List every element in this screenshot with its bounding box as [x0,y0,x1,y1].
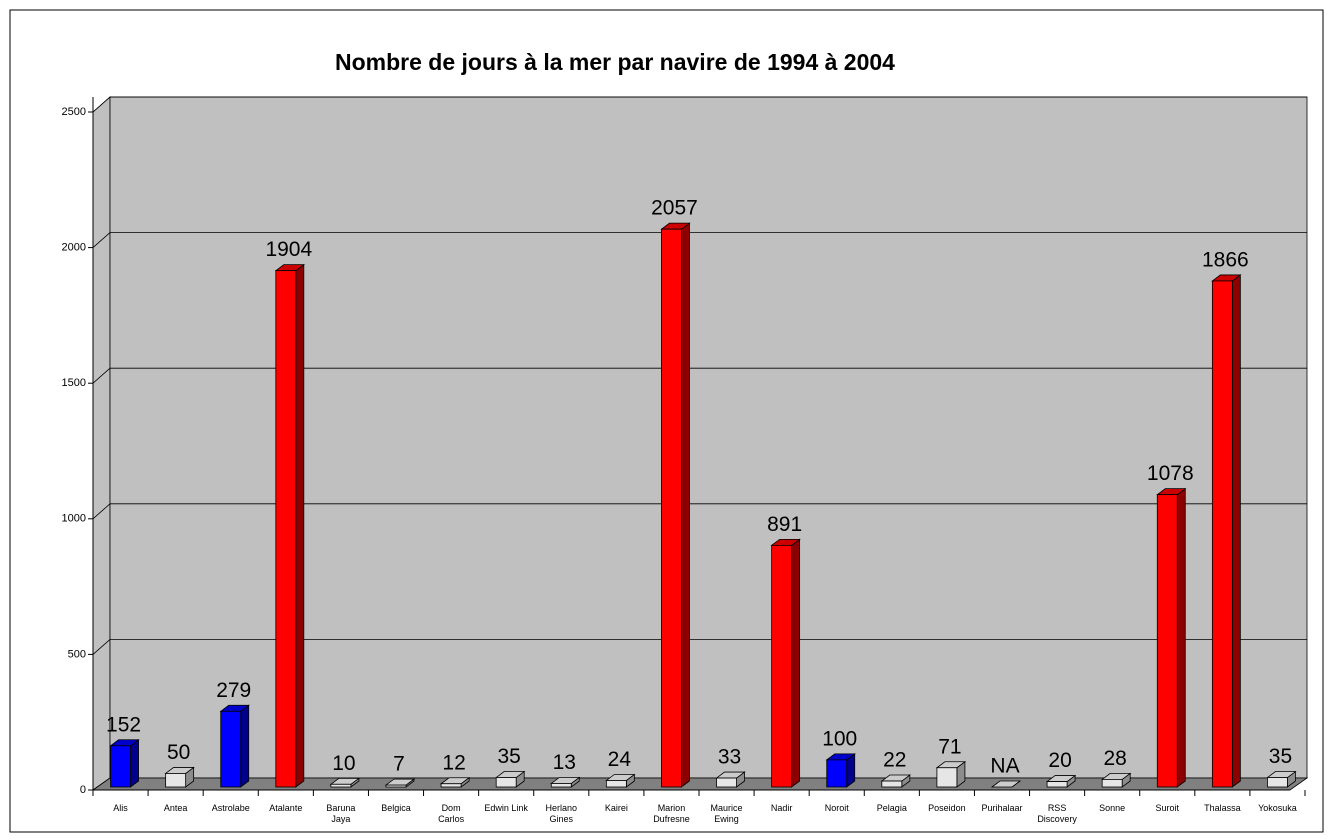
data-label: 50 [167,741,190,764]
x-tick-label: Antea [163,803,188,813]
x-tick-label: Thalassa [1204,803,1241,813]
x-tick-label: Herlano Gines [545,803,578,824]
bar [605,780,627,788]
data-label: 100 [822,727,857,750]
data-label: 35 [498,745,521,768]
bar [165,773,187,788]
x-tick-label: Dom Carlos [438,803,465,824]
bar [550,783,572,788]
grid-line [92,367,111,384]
x-tick-label: Baruna Jaya [326,803,356,824]
data-label: 891 [767,513,802,536]
bar [881,780,903,788]
chart-title: Nombre de jours à la mer par navire de 1… [335,49,895,75]
back-wall [109,96,1308,779]
y-tick-label: 2000 [62,242,86,254]
bar [936,767,958,788]
grid-line [92,232,111,248]
y-tick-label: 1500 [62,377,86,389]
bar-side [791,538,801,788]
bar [826,759,848,788]
x-tick-label: Pelagia [876,803,907,813]
data-label: 1904 [265,238,312,261]
x-tick-label: Maurice Ewing [710,803,743,824]
data-label: 22 [883,749,906,772]
y-tick-label: 2500 [62,106,86,118]
data-label: 279 [216,679,251,702]
x-tick-label: Nadir [770,803,793,813]
bar-side [681,222,690,788]
bar [275,270,297,788]
data-label: 24 [608,748,632,771]
bar [220,710,242,788]
bar [771,544,793,788]
data-label: 1078 [1147,462,1194,485]
y-tick-label: 0 [80,784,86,796]
bar-side [130,738,139,788]
bar [1156,494,1178,788]
x-tick-label: Purihalaar [981,803,1023,813]
bar [1101,779,1123,788]
side-wall [92,96,111,791]
data-label: 152 [106,713,141,736]
x-tick-label: Yokosuka [1258,803,1297,813]
x-tick-label: Marion Dufresne [653,803,690,824]
x-tick-label: Kairei [604,803,628,813]
y-tick-label: 500 [68,648,86,660]
bar [385,784,407,788]
y-tick-label: 1000 [62,513,86,525]
data-label: 33 [718,746,741,769]
bar [495,777,517,788]
data-label: 13 [553,751,576,774]
bar-top [990,780,1022,788]
bar-side [1176,487,1186,788]
bar-side [1231,274,1241,788]
bar [1046,781,1068,788]
x-tick-label: Alis [113,803,128,813]
data-label: 12 [442,751,465,774]
x-tick-label: Poseidon [928,803,966,813]
data-label: 20 [1048,749,1071,772]
data-label: 35 [1269,745,1292,768]
bar [1211,280,1233,788]
data-label: 2057 [651,197,698,220]
data-label: 10 [332,752,355,775]
x-tick-label: Suroit [1155,803,1180,813]
data-label: 28 [1104,747,1127,770]
x-tick-label: Sonne [1099,803,1126,813]
bar [440,783,462,788]
grid-line [92,503,111,520]
data-label: 7 [393,753,405,776]
grid-line [92,639,111,655]
bar [330,783,352,788]
x-tick-label: Astrolabe [211,803,250,813]
data-label: 71 [938,735,961,758]
bar [110,745,131,788]
x-tick-label: Noroit [824,803,849,813]
bar-side [295,263,305,788]
x-tick-label: RSS Discovery [1037,803,1077,824]
data-label: NA [990,755,1019,778]
grid-line [92,96,111,113]
x-tick-label: Atalante [269,803,303,813]
x-tick-label: Belgica [381,803,411,813]
bar [661,228,682,788]
bar [1267,777,1288,788]
bar-side [240,704,250,788]
data-label: 1866 [1202,248,1249,271]
x-tick-label: Edwin Link [484,803,528,813]
bar [716,777,737,788]
